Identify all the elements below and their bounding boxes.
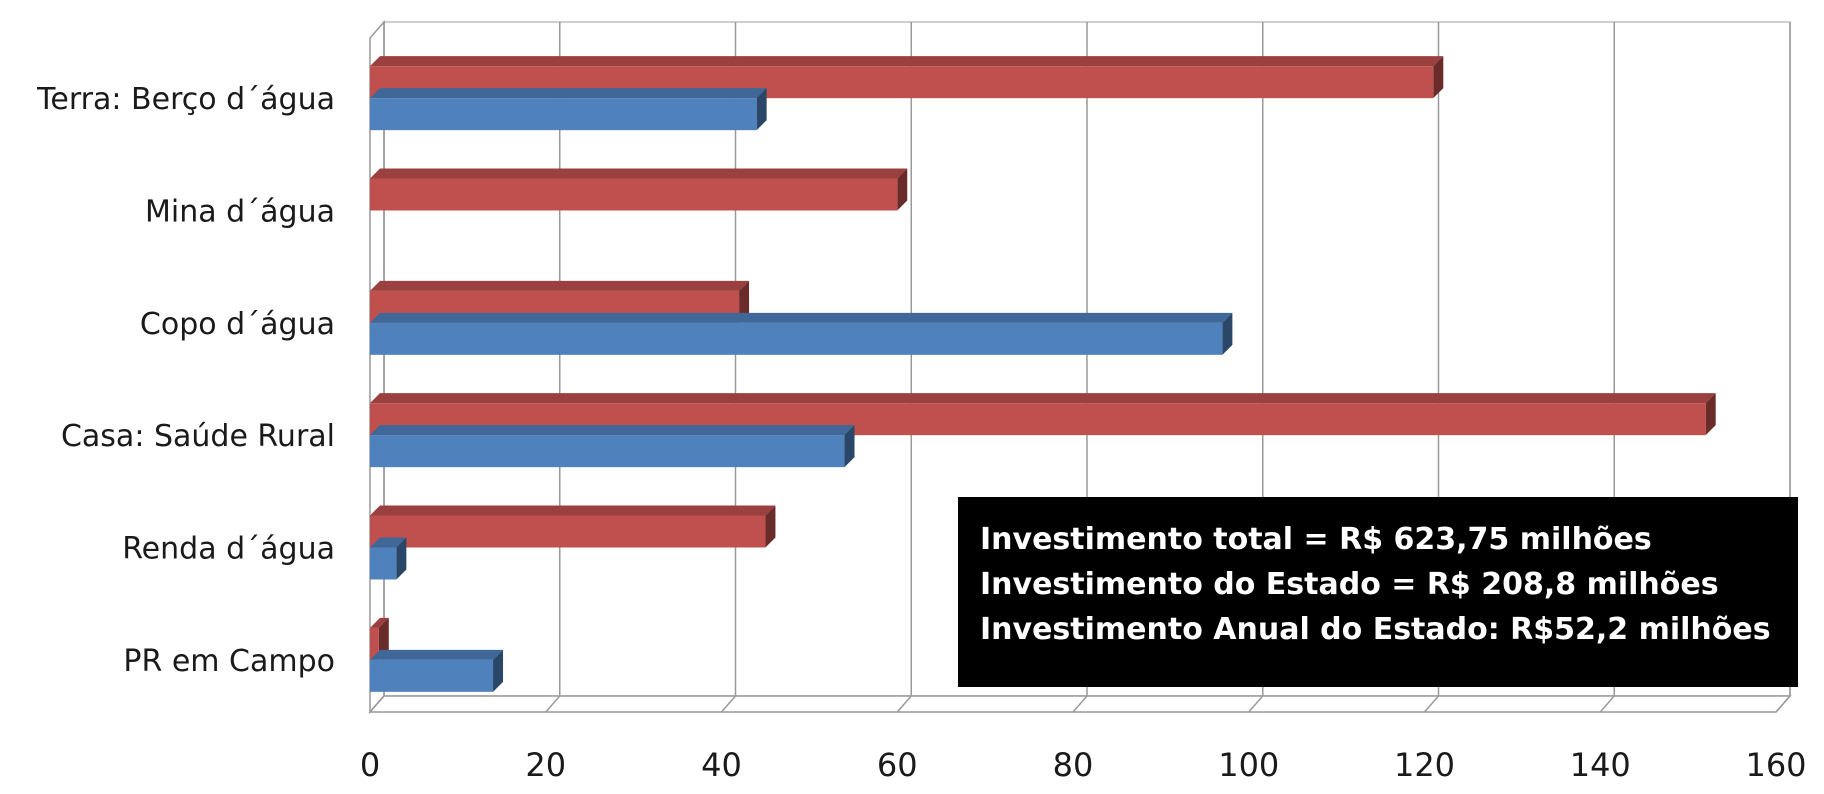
bar-top: [370, 537, 407, 548]
gridline: [369, 22, 385, 713]
bar-top: [370, 649, 504, 660]
category-label: Mina d´água: [145, 195, 335, 230]
annotation-line-total: Investimento total = R$ 623,75 milhões: [980, 522, 1652, 557]
bar-series-1: [370, 617, 389, 660]
bar-series-2: [370, 537, 407, 580]
bar-front: [370, 547, 397, 580]
bar-top: [370, 505, 776, 516]
bar-end: [1705, 393, 1716, 436]
gridline: [1775, 22, 1791, 713]
annotation-line-state: Investimento do Estado = R$ 208,8 milhõe…: [980, 567, 1719, 602]
bar-top: [370, 617, 389, 628]
category-label: Renda d´água: [122, 532, 335, 567]
bar-series-1: [370, 168, 908, 211]
x-tick-label: 0: [360, 746, 380, 784]
category-label: Casa: Saúde Rural: [61, 419, 335, 454]
bar-end: [765, 505, 776, 548]
x-tick-label: 120: [1394, 746, 1455, 784]
x-tick-label: 140: [1570, 746, 1631, 784]
bar-end: [1433, 56, 1444, 99]
gridline: [896, 22, 912, 713]
bar-top: [370, 88, 767, 99]
bar-series-2: [370, 425, 855, 468]
bars: [370, 56, 1716, 692]
investment-annotation-box: Investimento total = R$ 623,75 milhões I…: [958, 497, 1798, 687]
gridlines: [369, 22, 1791, 713]
bar-front: [370, 178, 898, 211]
x-tick-label: 20: [525, 746, 566, 784]
bar-top: [370, 393, 1716, 404]
bar-end: [493, 649, 504, 692]
bar-front: [370, 627, 379, 660]
bar-end: [396, 537, 407, 580]
bar-front: [370, 515, 766, 548]
gridline: [545, 22, 561, 713]
bar-top: [370, 280, 750, 291]
bar-end: [739, 280, 750, 323]
gridline: [1248, 22, 1264, 713]
bar-top: [370, 425, 855, 436]
bar-series-2: [370, 649, 504, 692]
x-tick-label: 40: [701, 746, 742, 784]
bar-front: [370, 435, 845, 468]
category-labels: Terra: Berço d´água Mina d´água Copo d´águ…: [36, 82, 335, 679]
x-tick-label: 60: [877, 746, 918, 784]
gridline: [1599, 22, 1615, 713]
x-tick-label: 160: [1745, 746, 1806, 784]
x-tick-label: 100: [1218, 746, 1279, 784]
bar-top: [370, 168, 908, 179]
gridline: [1423, 22, 1440, 713]
bar-end: [1222, 312, 1233, 355]
bar-series-2: [370, 312, 1233, 355]
bar-front: [370, 659, 494, 692]
category-label: Terra: Berço d´água: [36, 82, 335, 117]
bar-top: [370, 56, 1444, 67]
bar-front: [370, 322, 1223, 355]
x-tick-labels: 0 20 40 60 80 100 120 140 160: [360, 746, 1807, 784]
bar-end: [844, 425, 855, 468]
bar-end: [756, 88, 767, 131]
bar-end: [897, 168, 908, 211]
bar-series-1: [370, 505, 776, 548]
gridline: [1072, 22, 1088, 713]
bar-top: [370, 312, 1233, 323]
x-tick-label: 80: [1053, 746, 1094, 784]
annotation-line-annual: Investimento Anual do Estado: R$52,2 mil…: [980, 612, 1771, 647]
gridline: [720, 22, 737, 713]
bar-series-2: [370, 88, 767, 131]
category-label: Copo d´água: [140, 307, 335, 342]
category-label: PR em Campo: [123, 644, 335, 679]
bar-end: [378, 617, 389, 660]
bar-front: [370, 98, 757, 131]
